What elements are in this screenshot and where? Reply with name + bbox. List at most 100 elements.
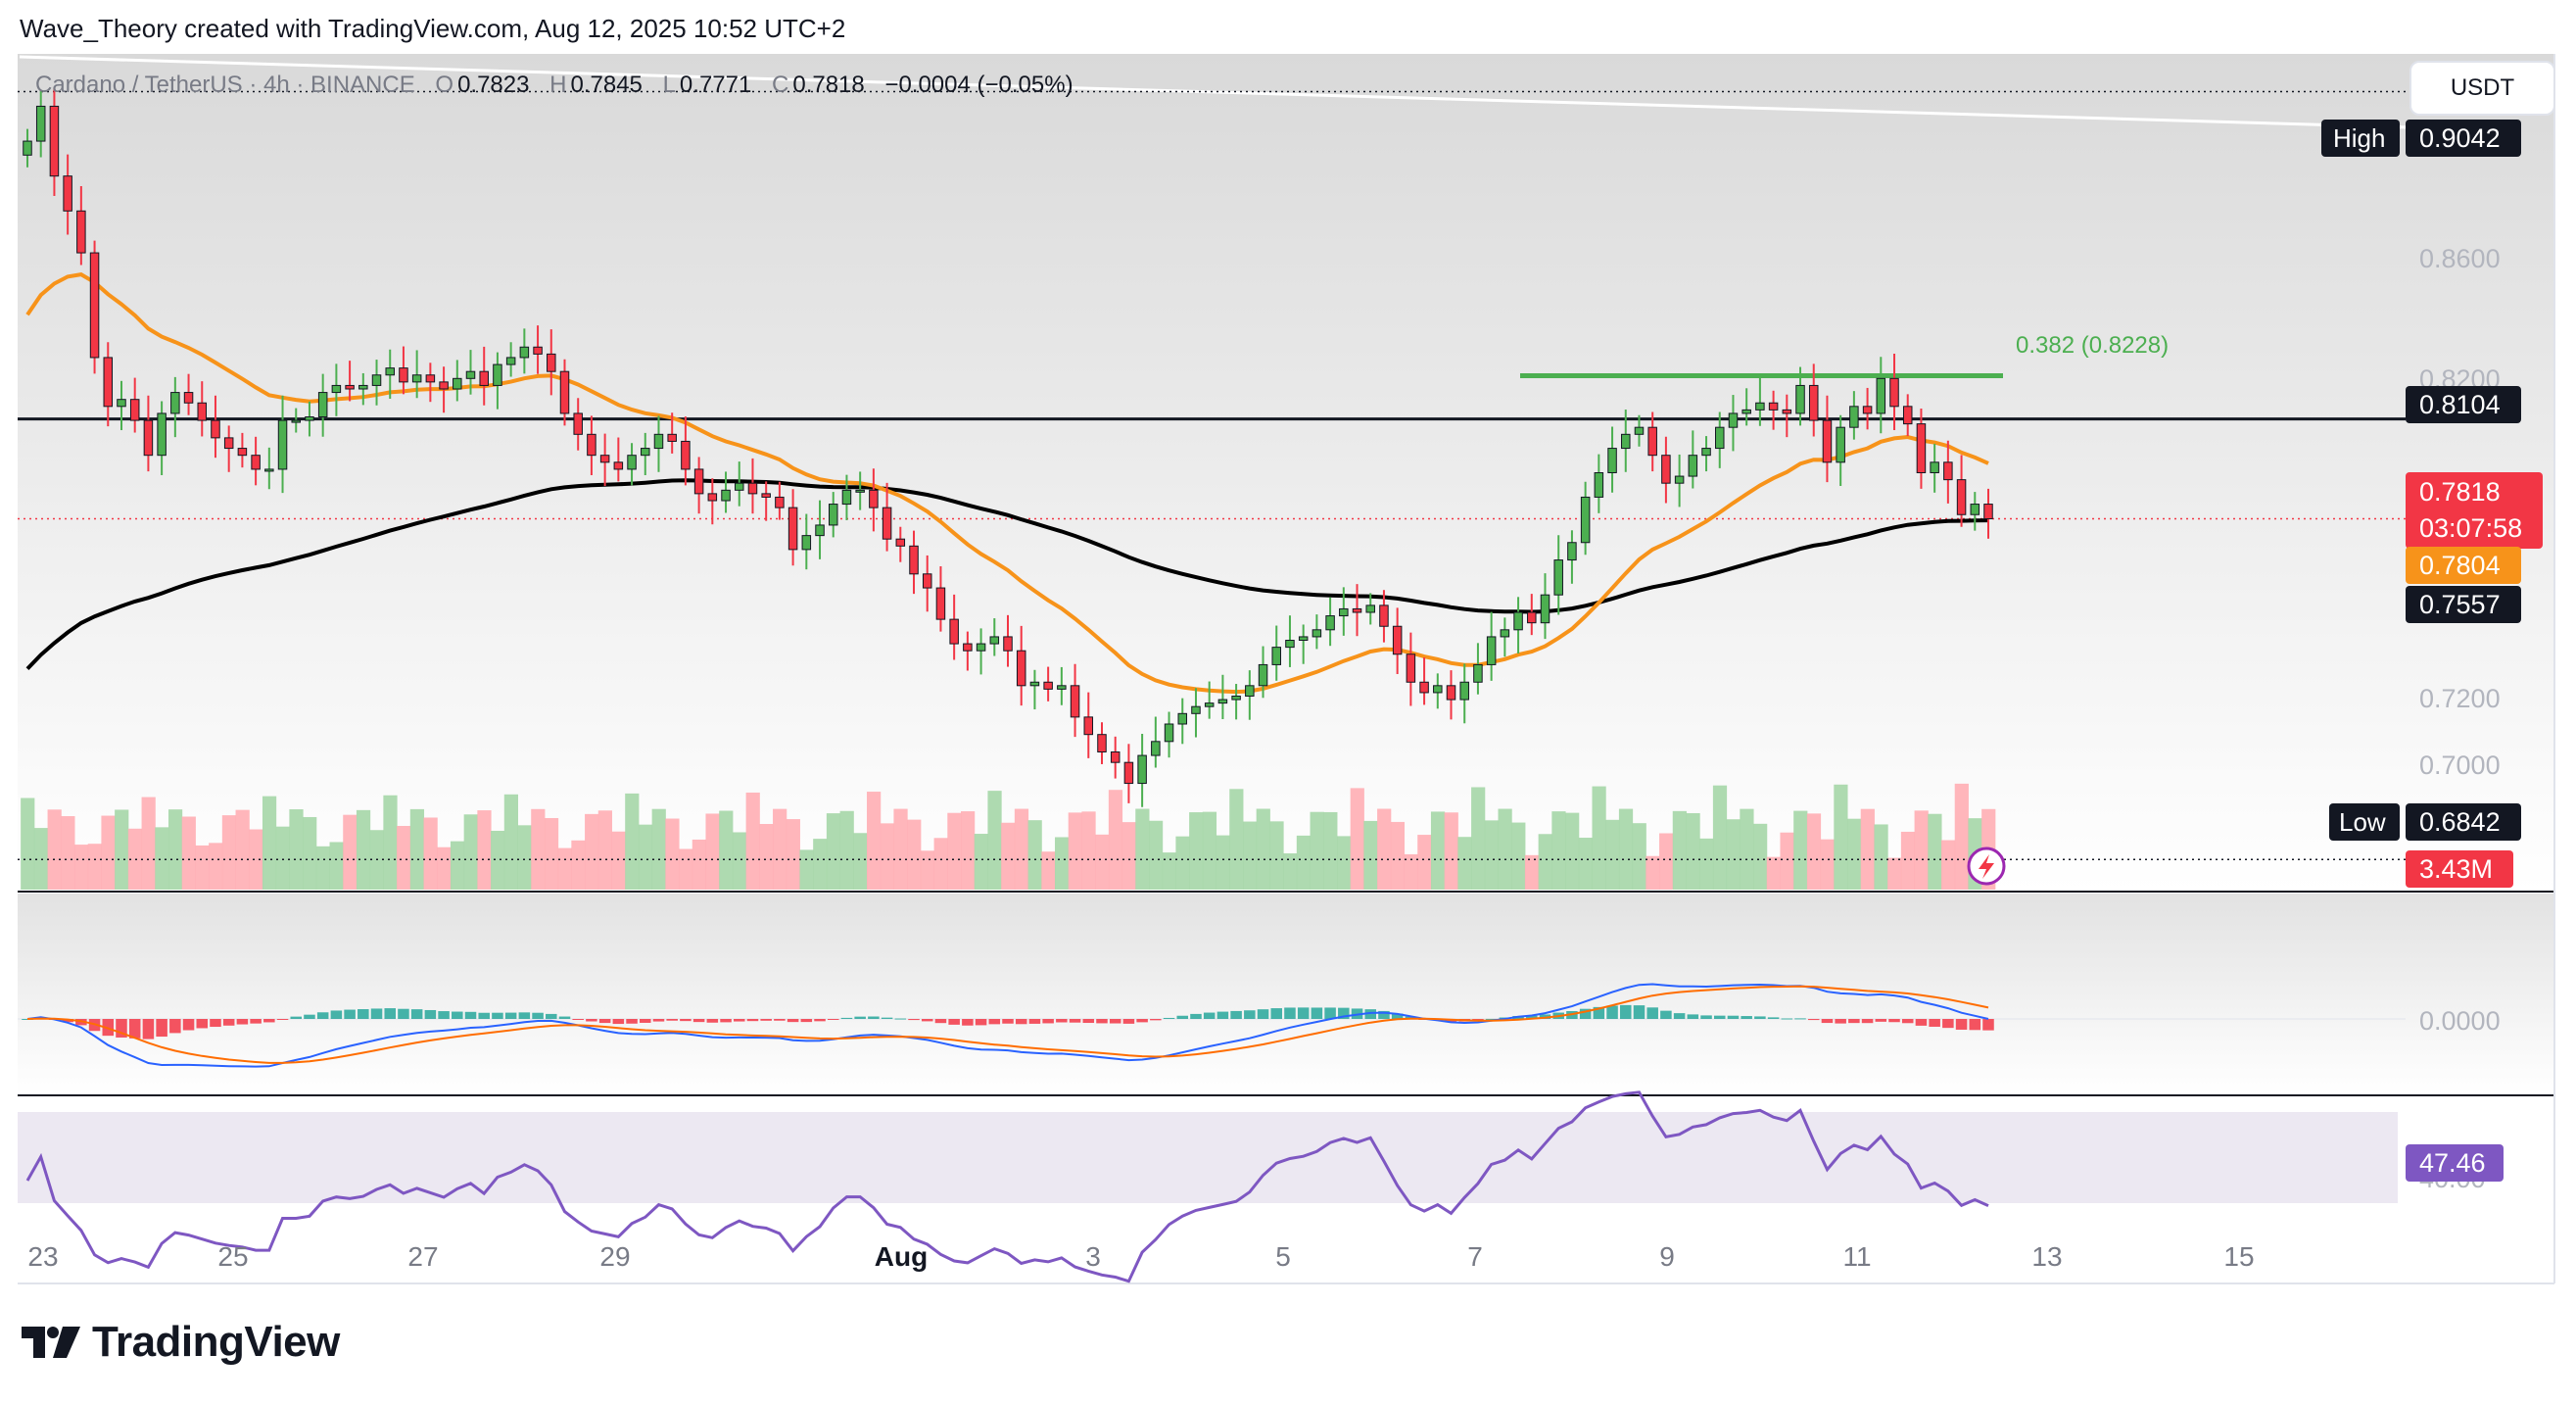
low-value-box: [2406, 803, 2521, 841]
macd-histogram-bar: [1244, 1010, 1256, 1019]
candle-body: [1889, 377, 1899, 408]
volume-bar: [1941, 840, 1956, 890]
volume-bar: [1323, 811, 1338, 890]
candle-body: [1808, 384, 1819, 421]
volume-bar: [477, 810, 492, 890]
macd-histogram-bar: [1297, 1007, 1310, 1019]
volume-bar: [1363, 820, 1378, 890]
macd-histogram-bar: [733, 1019, 745, 1022]
macd-histogram-bar: [1378, 1010, 1390, 1019]
volume-bar: [920, 850, 935, 890]
candle-body: [547, 353, 556, 372]
candle-body: [775, 496, 785, 508]
macd-histogram-bar: [1754, 1016, 1766, 1019]
candle-body: [1527, 611, 1537, 624]
macd-histogram-bar: [546, 1013, 557, 1019]
lightning-alert-icon[interactable]: [1967, 847, 2006, 886]
high-value: 0.7845: [570, 72, 642, 98]
macd-histogram-bar: [666, 1019, 678, 1021]
candle-body: [573, 412, 583, 435]
macd-histogram-bar: [398, 1008, 409, 1019]
candle-body: [1540, 594, 1550, 624]
candle-body: [1043, 681, 1053, 690]
macd-histogram-bar: [1526, 1015, 1538, 1019]
candle-body: [35, 105, 46, 142]
candle-body: [1151, 741, 1161, 756]
volume-bar: [1269, 821, 1284, 890]
volume-bar: [1686, 812, 1700, 890]
candle-body: [1956, 479, 1967, 515]
candle-body: [1607, 448, 1617, 473]
macd-histogram-bar: [787, 1019, 799, 1023]
volume-bar: [1820, 839, 1835, 890]
candle-body: [251, 455, 261, 470]
macd-histogram-bar: [210, 1019, 221, 1028]
volume-bar: [155, 827, 169, 890]
volume-bar: [1121, 822, 1136, 890]
macd-histogram-bar: [746, 1019, 759, 1022]
countdown-timer: 03:07:58: [2419, 513, 2522, 543]
macd-histogram-bar: [276, 1019, 289, 1020]
volume-bar: [491, 830, 505, 890]
candle-body: [143, 419, 154, 457]
volume-bar: [1296, 835, 1312, 890]
candle-body: [305, 416, 314, 421]
volume-bar: [1014, 808, 1029, 890]
volume-bar: [1162, 852, 1176, 890]
candle-body: [1312, 629, 1322, 638]
candle-body: [989, 636, 1000, 645]
macd-histogram-bar: [196, 1019, 209, 1029]
macd-histogram-bar: [1257, 1009, 1269, 1019]
volume-bar: [1189, 812, 1204, 890]
currency-button[interactable]: USDT: [2409, 61, 2555, 116]
volume-bar: [517, 825, 532, 890]
macd-histogram-bar: [452, 1011, 463, 1019]
macd-histogram-bar: [1969, 1019, 1981, 1031]
low-value: 0.6842: [2419, 807, 2501, 837]
volume-bar: [1860, 808, 1875, 890]
volume-bar: [1135, 808, 1150, 890]
trading-chart[interactable]: Cardano / TetherUS · 4h · BINANCE O 0.782…: [0, 0, 2576, 1293]
volume-bar: [1578, 838, 1593, 890]
macd-histogram-bar: [128, 1019, 141, 1039]
volume-bar: [826, 813, 841, 890]
volume-bar: [463, 814, 478, 890]
high-value: 0.9042: [2419, 123, 2501, 153]
time-tick-label: 9: [1659, 1241, 1675, 1272]
candle-body: [345, 384, 355, 390]
macd-histogram-bar: [1311, 1007, 1323, 1019]
volume-bar: [1780, 832, 1794, 890]
macd-histogram-bar: [1875, 1019, 1887, 1022]
candle-body: [1849, 406, 1859, 428]
volume-bar: [987, 791, 1002, 890]
candle-body: [317, 392, 328, 417]
candle-body: [1204, 702, 1215, 707]
volume-bar: [1404, 853, 1418, 890]
candle-body: [1728, 412, 1739, 428]
volume-bar: [1874, 824, 1888, 890]
trend-drawing-line[interactable]: [19, 55, 2410, 129]
price-tick: 0.7200: [2419, 684, 2501, 713]
volume-bar: [329, 842, 344, 890]
macd-histogram-bar: [1633, 1005, 1646, 1019]
macd-histogram-bar: [1955, 1019, 1968, 1030]
macd-histogram-bar: [1593, 1006, 1605, 1019]
macd-histogram-bar: [304, 1014, 315, 1019]
macd-zero-tick: 0.0000: [2419, 1006, 2501, 1036]
candle-body: [761, 493, 771, 498]
time-tick-label: 27: [407, 1241, 438, 1272]
volume-bar: [1847, 818, 1862, 890]
macd-histogram-bar: [572, 1019, 584, 1020]
volume-bar: [1336, 836, 1352, 890]
macd-histogram-bar: [1096, 1019, 1108, 1024]
macd-histogram-bar: [263, 1019, 275, 1023]
macd-histogram-bar: [1807, 1019, 1820, 1021]
macd-histogram-bar: [774, 1019, 786, 1021]
candle-body: [1902, 406, 1913, 425]
fib-level-label: 0.382 (0.8228): [2016, 332, 2169, 359]
candle-body: [895, 538, 906, 547]
volume-bar: [1900, 831, 1916, 890]
volume-bar: [1027, 820, 1042, 890]
macd-histogram-bar: [504, 1012, 517, 1019]
volume-bar: [249, 829, 263, 890]
